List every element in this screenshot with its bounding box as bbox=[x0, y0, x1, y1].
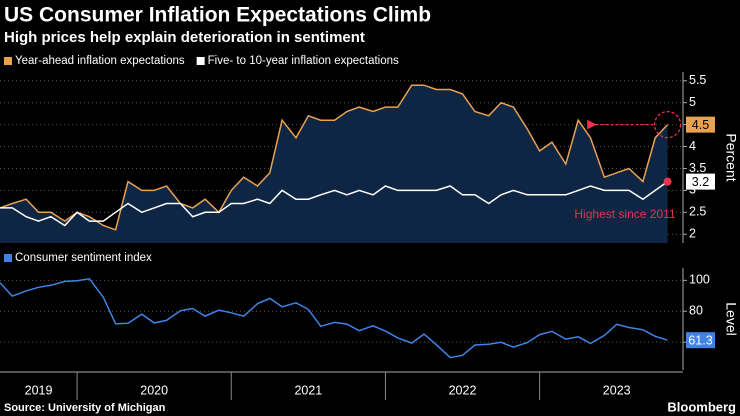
legend-swatch bbox=[4, 57, 12, 65]
value-badge bbox=[686, 332, 715, 349]
y-tick-label: 5.5 bbox=[689, 73, 706, 87]
value-label: 61.3 bbox=[688, 333, 712, 347]
x-tick-label: 2022 bbox=[449, 383, 477, 397]
legend-label: Consumer sentiment index bbox=[15, 252, 152, 264]
value-label: 4.5 bbox=[692, 118, 709, 132]
value-badge bbox=[686, 116, 715, 133]
y-tick-label: 2 bbox=[689, 227, 696, 241]
y-axis-label: Level bbox=[723, 302, 739, 335]
highlight-ring bbox=[653, 110, 682, 139]
value-label: 3.2 bbox=[692, 175, 709, 189]
annotation: Highest since 2011 bbox=[574, 207, 676, 221]
legend-swatch bbox=[4, 254, 12, 262]
y-tick-label: 2.5 bbox=[689, 205, 706, 219]
source-note: Source: University of Michigan bbox=[4, 402, 166, 414]
y-axis-label: Percent bbox=[723, 133, 739, 181]
value-badge bbox=[686, 173, 715, 190]
y-tick-label: 3.5 bbox=[689, 161, 706, 175]
x-tick-label: 2020 bbox=[140, 383, 168, 397]
chart-title: US Consumer Inflation Expectations Climb bbox=[4, 4, 431, 27]
y-tick-label: 100 bbox=[689, 273, 710, 287]
legend-swatch bbox=[196, 57, 205, 65]
highlight-dot bbox=[663, 177, 672, 186]
y-tick-label: 80 bbox=[689, 304, 703, 318]
chart-subtitle: High prices help explain deterioration i… bbox=[4, 29, 365, 46]
line bbox=[0, 84, 669, 231]
brand: Bloomberg bbox=[667, 399, 736, 414]
area bbox=[0, 85, 668, 243]
legend-label: Year-ahead inflation expectations bbox=[15, 55, 185, 67]
x-tick-label: 2021 bbox=[294, 383, 322, 397]
x-tick-label: 2023 bbox=[603, 383, 631, 397]
line bbox=[0, 277, 668, 359]
y-tick-label: 5 bbox=[689, 95, 696, 109]
x-tick-label: 2019 bbox=[25, 383, 53, 397]
legend-label: Five- to 10-year inflation expectations bbox=[208, 55, 399, 67]
line bbox=[0, 180, 669, 227]
y-tick-label: 4 bbox=[689, 139, 696, 153]
y-tick-label: 3 bbox=[689, 183, 696, 197]
